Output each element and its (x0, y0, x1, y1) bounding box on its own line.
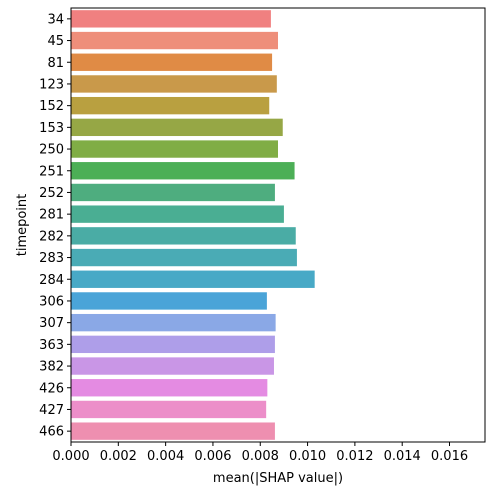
x-tick-label: 0.008 (242, 449, 279, 464)
bar-427 (71, 400, 267, 419)
axes-spines (70, 7, 486, 443)
bar-363 (71, 335, 275, 354)
y-tick-label: 34 (47, 12, 64, 27)
y-tick-label: 382 (39, 360, 64, 375)
y-tick-label: 363 (39, 338, 64, 353)
x-axis-label: mean(|SHAP value|) (213, 471, 343, 486)
y-tick-label: 251 (39, 164, 64, 179)
y-tick-label: 153 (39, 121, 64, 136)
plot-frame (70, 7, 486, 443)
x-ticks-layer: 0.000 0.002 0.004 0.006 0.008 0.010 0.012 0.014… (52, 442, 468, 464)
bar-252 (71, 183, 275, 202)
bar-284 (71, 270, 315, 288)
y-axis-label: timepoint (15, 194, 30, 257)
y-tick-label: 283 (39, 251, 64, 266)
bar-251 (71, 162, 295, 180)
bar-382 (71, 357, 274, 375)
x-tick-label: 0.016 (431, 449, 468, 464)
y-tick-label: 152 (39, 99, 64, 114)
x-tick-label: 0.002 (100, 449, 137, 464)
bar-45 (71, 31, 278, 50)
bar-281 (71, 205, 284, 223)
y-tick-label: 123 (39, 77, 64, 92)
x-tick-label: 0.006 (194, 449, 231, 464)
bar-282 (71, 227, 296, 245)
y-tick-label: 252 (39, 186, 64, 201)
y-tick-label: 250 (39, 143, 64, 158)
bar-426 (71, 379, 268, 397)
y-tick-label: 45 (47, 34, 64, 49)
y-tick-label: 426 (39, 381, 64, 396)
bar-153 (71, 118, 283, 137)
y-tick-label: 307 (39, 316, 64, 331)
bar-283 (71, 248, 297, 267)
y-tick-label: 427 (39, 403, 64, 418)
y-tick-label: 282 (39, 229, 64, 244)
bar-34 (71, 10, 271, 28)
bar-307 (71, 313, 276, 332)
x-tick-label: 0.014 (384, 449, 421, 464)
bar-250 (71, 140, 278, 158)
y-tick-label: 81 (47, 56, 64, 71)
y-tick-label: 466 (39, 425, 64, 440)
y-tick-label: 281 (39, 208, 64, 223)
bars-layer (71, 10, 315, 440)
y-ticks-layer: 34 45 81 123 152 153 250 251 252 281 282 283 284 306 3… (39, 12, 71, 440)
x-tick-label: 0.000 (52, 449, 89, 464)
y-tick-label: 306 (39, 294, 64, 309)
bar-81 (71, 53, 273, 71)
bar-123 (71, 75, 277, 93)
y-tick-label: 284 (39, 273, 64, 288)
bar-152 (71, 96, 270, 115)
x-tick-label: 0.010 (289, 449, 326, 464)
x-tick-label: 0.012 (336, 449, 373, 464)
bar-466 (71, 422, 275, 440)
x-tick-label: 0.004 (147, 449, 184, 464)
bar-306 (71, 292, 267, 310)
